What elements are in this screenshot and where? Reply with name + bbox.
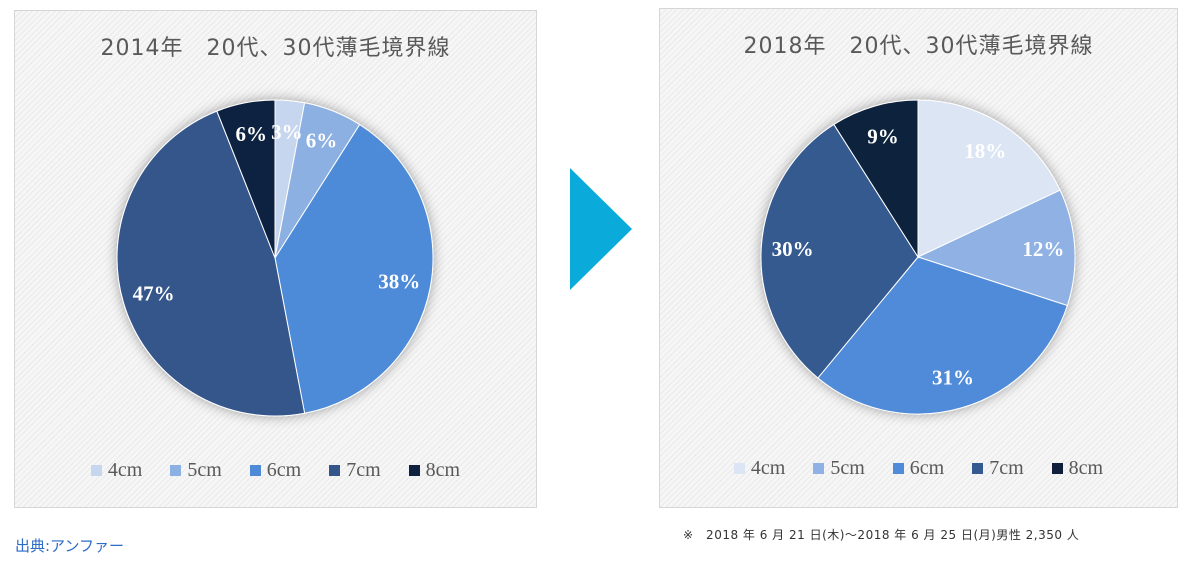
pie-slice-6cm [274,123,434,414]
legend-swatch [170,464,182,476]
legend-label: 5cm [830,457,865,479]
data-label-6cm: 31% [932,366,974,390]
data-label-7cm: 30% [772,237,814,261]
legend-item: 4cm [90,458,143,482]
legend-item: 8cm [408,458,461,482]
chart-title: 2014年 20代、30代薄毛境界線 [100,36,451,61]
chart-panel-2014: 3% 6% 38% 47% 6% 2014年 20代、30代薄毛境界線 4cm 5cm … [14,10,537,508]
legend-label: 7cm [989,457,1024,479]
data-label-6cm: 38% [378,270,420,294]
legend-item: 7cm [329,458,381,482]
source-link[interactable]: 出典:アンファー [15,537,125,555]
legend-label: 5cm [187,459,222,481]
data-label-5cm: 12% [1022,237,1064,261]
pie-slice-4cm [917,99,1061,258]
data-label-4cm: 3% [271,120,303,144]
legend-swatch [329,464,341,476]
legend-label: 8cm [1068,457,1104,479]
chart-legend: 4cm 5cm 6cm 7cm 8cm [660,456,1177,480]
data-label-4cm: 18% [964,139,1006,163]
legend-label: 4cm [107,459,143,481]
pie-slices [760,99,1076,415]
legend-label: 4cm [750,457,786,479]
legend-swatch [1051,462,1063,474]
legend-swatch [90,464,102,476]
pie-slice-6cm [817,256,1068,415]
legend-item: 8cm [1051,456,1104,480]
legend-label: 8cm [425,459,461,481]
legend-swatch [249,464,261,476]
pie-slice-8cm [216,99,276,259]
pie-slice-7cm [116,110,306,417]
legend-swatch [408,464,420,476]
legend-item: 5cm [170,458,222,482]
data-label-5cm: 6% [306,129,338,153]
legend-label: 6cm [909,457,945,479]
pie-slice-7cm [760,123,919,379]
legend-item: 6cm [892,456,945,480]
pie-chart-2014: 3% 6% 38% 47% 6% [116,99,434,417]
pie-slices [116,99,434,417]
data-label-8cm: 6% [236,122,268,146]
legend-swatch [892,462,904,474]
legend-item: 6cm [249,458,302,482]
survey-note: ※ 2018 年 6 月 21 日(木)～2018 年 6 月 25 日(月)男… [683,528,1080,542]
data-label-7cm: 47% [133,281,175,305]
pie-slice-5cm [916,189,1076,307]
legend-item: 5cm [813,456,865,480]
legend-item: 7cm [972,456,1024,480]
legend-swatch [733,462,745,474]
legend-item: 4cm [733,456,786,480]
legend-label: 6cm [266,459,302,481]
legend-swatch [972,462,984,474]
data-label-8cm: 9% [867,124,899,148]
pie-chart-2018: 18% 12% 31% 30% 9% [760,99,1076,415]
chart-panel-2018: 18% 12% 31% 30% 9% 2018年 20代、30代薄毛境界線 4cm 5c… [659,8,1178,508]
chart-legend: 4cm 5cm 6cm 7cm 8cm [15,458,536,482]
chart-title: 2018年 20代、30代薄毛境界線 [743,34,1094,59]
pie-slice-8cm [833,99,919,259]
legend-label: 7cm [346,459,381,481]
right-triangle-arrow-icon [570,168,632,290]
arrow-shape [570,168,632,290]
legend-swatch [813,462,825,474]
